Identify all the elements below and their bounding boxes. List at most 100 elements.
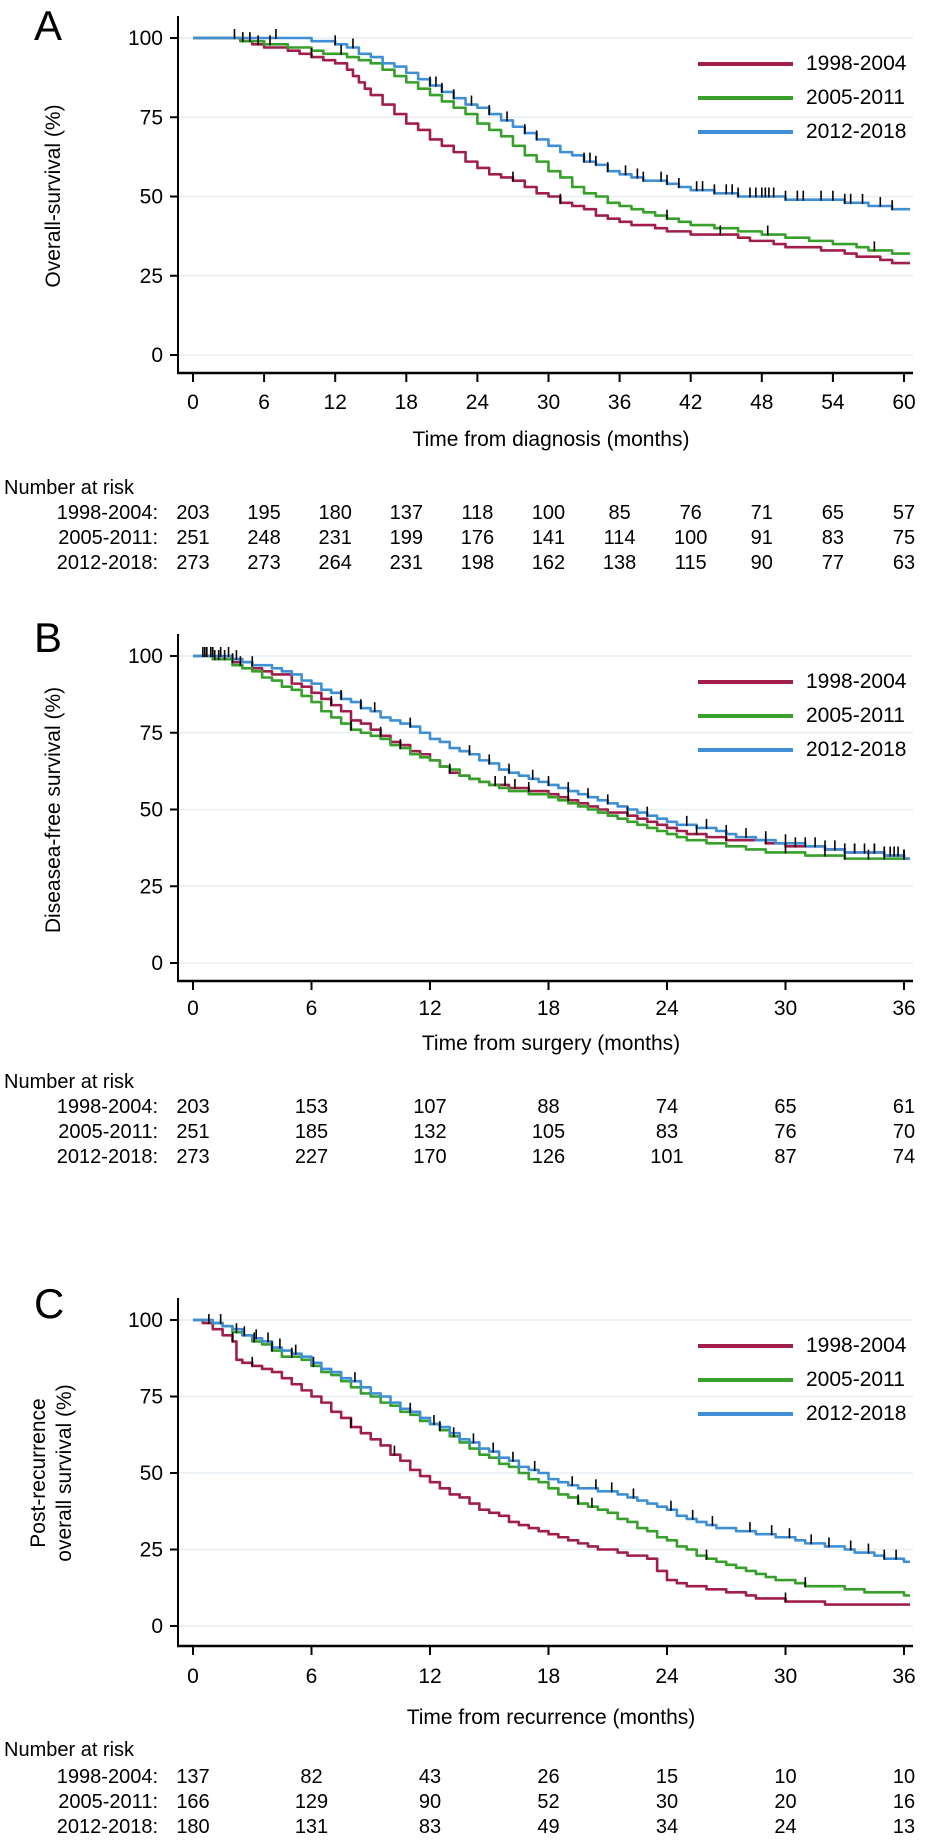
x-tick-label: 18 bbox=[395, 391, 418, 412]
risk-value: 10 bbox=[892, 1766, 916, 1788]
x-tick-label: 6 bbox=[306, 997, 318, 1020]
x-tick-label: 18 bbox=[537, 997, 560, 1020]
x-tick-label: 36 bbox=[892, 1665, 915, 1688]
risk-value: 273 bbox=[176, 1146, 210, 1168]
legend-label: 2005-2011 bbox=[806, 86, 905, 109]
risk-row-label: 2012-2018: bbox=[56, 1816, 158, 1838]
x-tick-label: 0 bbox=[187, 1665, 199, 1688]
y-axis-label-c: Post-recurrence overall survival (%) bbox=[27, 1384, 76, 1562]
x-tick-label: 36 bbox=[892, 997, 915, 1020]
x-axis-title-a: Time from diagnosis (months) bbox=[412, 428, 690, 451]
risk-value: 52 bbox=[537, 1791, 560, 1813]
legend-swatch bbox=[698, 1344, 793, 1348]
km-curve-2005-2011 bbox=[193, 654, 910, 860]
legend-label: 2005-2011 bbox=[806, 704, 905, 727]
legend-label: 1998-2004 bbox=[806, 1334, 907, 1357]
legend-label: 1998-2004 bbox=[806, 52, 907, 75]
x-tick-label: 36 bbox=[608, 391, 631, 412]
km-curve-1998-2004 bbox=[193, 36, 910, 265]
risk-value: 203 bbox=[176, 502, 210, 524]
km-plot-c: 0 25 50 75 100 0 6 12 18 24 30 36 bbox=[128, 1298, 916, 1688]
x-axis-title-b: Time from surgery (months) bbox=[421, 1032, 681, 1055]
risk-row-label: 1998-2004: bbox=[56, 1766, 158, 1788]
km-curve-2012-2018 bbox=[193, 654, 910, 860]
risk-value: 85 bbox=[608, 502, 631, 524]
risk-value: 26 bbox=[537, 1766, 560, 1788]
risk-value: 198 bbox=[460, 552, 495, 574]
risk-row-label: 1998-2004: bbox=[56, 502, 158, 524]
risk-value: 132 bbox=[413, 1121, 447, 1143]
x-axis-title-c: Time from recurrence (months) bbox=[406, 1706, 696, 1729]
risk-value: 74 bbox=[892, 1146, 916, 1168]
km-curve-1998-2004 bbox=[193, 1318, 910, 1606]
risk-value: 76 bbox=[679, 502, 702, 524]
risk-value: 114 bbox=[603, 527, 636, 549]
risk-value: 199 bbox=[389, 527, 423, 549]
risk-value: 91 bbox=[750, 527, 773, 549]
risk-value: 43 bbox=[418, 1766, 442, 1788]
risk-value: 162 bbox=[531, 552, 566, 574]
legend-label: 2012-2018 bbox=[806, 120, 907, 143]
risk-value: 24 bbox=[774, 1816, 797, 1838]
risk-value: 34 bbox=[655, 1816, 679, 1838]
risk-value: 90 bbox=[750, 552, 773, 574]
risk-row-label: 1998-2004: bbox=[56, 1096, 158, 1118]
risk-value: 10 bbox=[774, 1766, 797, 1788]
km-curve-2005-2011 bbox=[193, 36, 910, 255]
legend-swatch bbox=[698, 748, 793, 752]
risk-value: 90 bbox=[418, 1791, 442, 1813]
risk-value: 77 bbox=[821, 552, 845, 574]
y-tick-label: 0 bbox=[151, 344, 163, 367]
legend-label: 2005-2011 bbox=[806, 1368, 905, 1391]
risk-value: 126 bbox=[531, 1146, 566, 1168]
number-at-risk-label-a: Number at risk bbox=[4, 477, 135, 499]
risk-value: 170 bbox=[413, 1146, 447, 1168]
risk-value: 231 bbox=[389, 552, 423, 574]
risk-value: 273 bbox=[176, 552, 210, 574]
y-tick-label: 100 bbox=[128, 27, 163, 50]
y-tick-label: 100 bbox=[128, 1309, 163, 1332]
risk-value: 105 bbox=[531, 1121, 566, 1143]
y-tick-label: 75 bbox=[140, 106, 163, 129]
y-tick-label: 50 bbox=[140, 1462, 163, 1485]
x-tick-label: 30 bbox=[537, 391, 560, 412]
risk-value: 180 bbox=[176, 1816, 210, 1838]
risk-value: 129 bbox=[294, 1791, 329, 1813]
risk-value: 203 bbox=[176, 1096, 210, 1118]
risk-value: 65 bbox=[821, 502, 845, 524]
x-tick-label: 24 bbox=[655, 1665, 679, 1688]
y-axis-label-a: Overall-survival (%) bbox=[42, 104, 65, 288]
risk-value: 100 bbox=[531, 502, 566, 524]
legend-swatch bbox=[698, 714, 793, 718]
y-tick-label: 25 bbox=[140, 875, 163, 898]
risk-value: 13 bbox=[892, 1816, 916, 1838]
km-curve-2012-2018 bbox=[193, 36, 910, 211]
risk-value: 227 bbox=[294, 1146, 329, 1168]
panel-letter-b: B bbox=[34, 614, 63, 661]
risk-value: 83 bbox=[821, 527, 845, 549]
risk-value: 49 bbox=[537, 1816, 560, 1838]
risk-value: 137 bbox=[389, 502, 423, 524]
km-curve-2005-2011 bbox=[193, 1318, 910, 1597]
risk-value: 251 bbox=[176, 527, 210, 549]
y-tick-label: 0 bbox=[151, 1615, 163, 1638]
risk-value: 88 bbox=[537, 1096, 560, 1118]
legend-swatch bbox=[698, 680, 793, 684]
legend-swatch bbox=[698, 96, 793, 100]
x-tick-label: 0 bbox=[187, 391, 199, 412]
legend-label: 2012-2018 bbox=[806, 738, 907, 761]
y-axis-label-b: Diseasea-free survival (%) bbox=[42, 686, 65, 934]
risk-value: 138 bbox=[602, 552, 637, 574]
risk-value: 87 bbox=[774, 1146, 797, 1168]
risk-value: 248 bbox=[247, 527, 281, 549]
risk-row-label: 2005-2011: bbox=[58, 527, 158, 549]
x-tick-label: 54 bbox=[821, 391, 845, 412]
risk-value: 74 bbox=[655, 1096, 679, 1118]
risk-value: 273 bbox=[247, 552, 281, 574]
legend-swatch bbox=[698, 130, 793, 134]
risk-value: 70 bbox=[892, 1121, 916, 1143]
risk-value: 57 bbox=[892, 502, 916, 524]
y-tick-label: 50 bbox=[140, 186, 163, 209]
number-at-risk-label-b: Number at risk bbox=[4, 1071, 135, 1093]
